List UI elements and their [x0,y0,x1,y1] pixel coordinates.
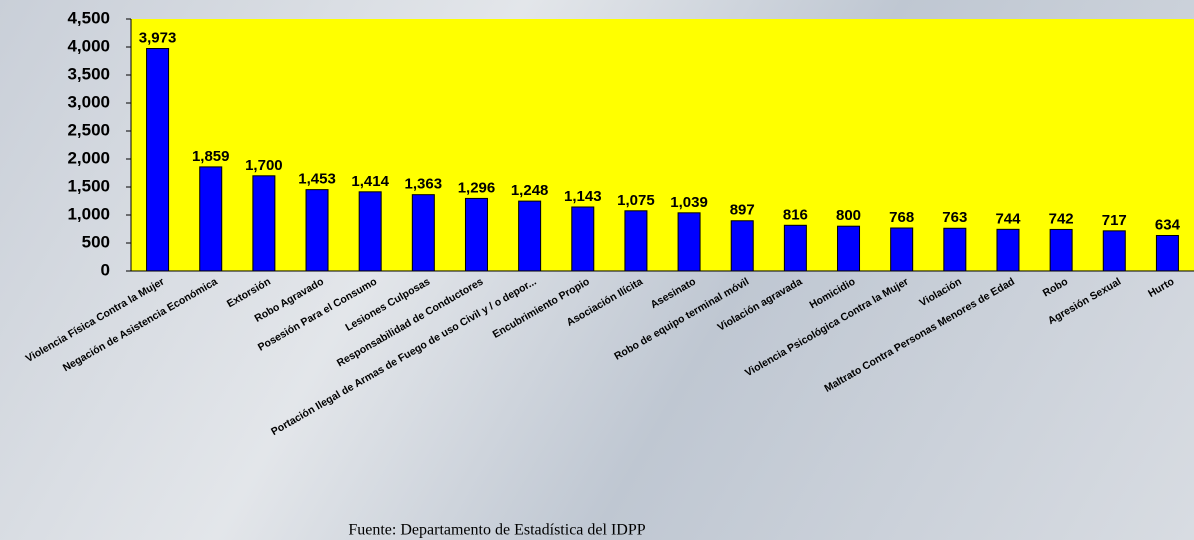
value-label: 1,453 [298,171,336,188]
bar [624,210,648,272]
bar [305,189,329,272]
y-tick-label: 1,500 [67,176,110,195]
y-tick-label: 3,500 [67,64,110,83]
value-label: 1,700 [245,157,283,174]
bar [571,206,595,272]
value-label: 1,414 [351,173,389,190]
plot-area [131,19,1194,271]
bar [730,220,754,272]
bar [146,48,170,272]
bar [943,227,967,272]
bar [1155,234,1179,272]
bar [464,197,488,272]
value-label: 742 [1049,210,1074,227]
x-tick-label: Asesinato [649,276,698,311]
y-tick-label: 2,500 [67,120,110,139]
value-label: 1,296 [458,179,496,196]
value-label: 717 [1102,212,1127,229]
y-tick-label: 4,500 [67,8,110,27]
value-label: 1,039 [670,194,708,211]
bar [996,228,1020,272]
value-label: 3,973 [139,29,177,46]
bar [518,200,542,272]
y-tick-label: 1,000 [67,204,110,223]
y-tick-label: 2,000 [67,148,110,167]
bar [199,166,223,272]
value-label: 1,363 [405,176,443,193]
value-label: 768 [889,209,914,226]
value-label: 1,143 [564,188,602,205]
bar [783,224,807,272]
bar [358,191,382,272]
x-tick-label: Maltrato Contra Personas Menores de Edad [822,276,1016,395]
value-label: 1,075 [617,192,655,209]
bar [252,175,276,272]
value-label: 634 [1155,216,1181,233]
bar [837,225,861,272]
y-tick-label: 3,000 [67,92,110,111]
bar [411,194,435,272]
bar [677,212,701,272]
x-tick-label: Homicidio [807,276,857,312]
bar [1049,228,1073,272]
bar [1102,230,1126,272]
y-tick-label: 4,000 [67,36,110,55]
source-note: Fuente: Departamento de Estadística del … [348,522,645,539]
x-tick-label: Extorsión [225,276,273,311]
value-label: 1,859 [192,148,230,165]
x-tick-label: Hurto [1146,276,1176,300]
x-tick-label: Robo [1041,276,1070,300]
y-tick-label: 500 [82,232,110,251]
value-label: 763 [942,209,967,226]
value-label: 897 [730,202,755,219]
x-tick-label: Violación [917,276,963,310]
value-label: 800 [836,207,861,224]
value-label: 1,248 [511,182,549,199]
x-tick-label: Encubrimiento Propio [491,276,592,341]
value-label: 816 [783,206,808,223]
bar [890,227,914,272]
y-tick-label: 0 [101,260,110,279]
value-label: 744 [995,210,1021,227]
